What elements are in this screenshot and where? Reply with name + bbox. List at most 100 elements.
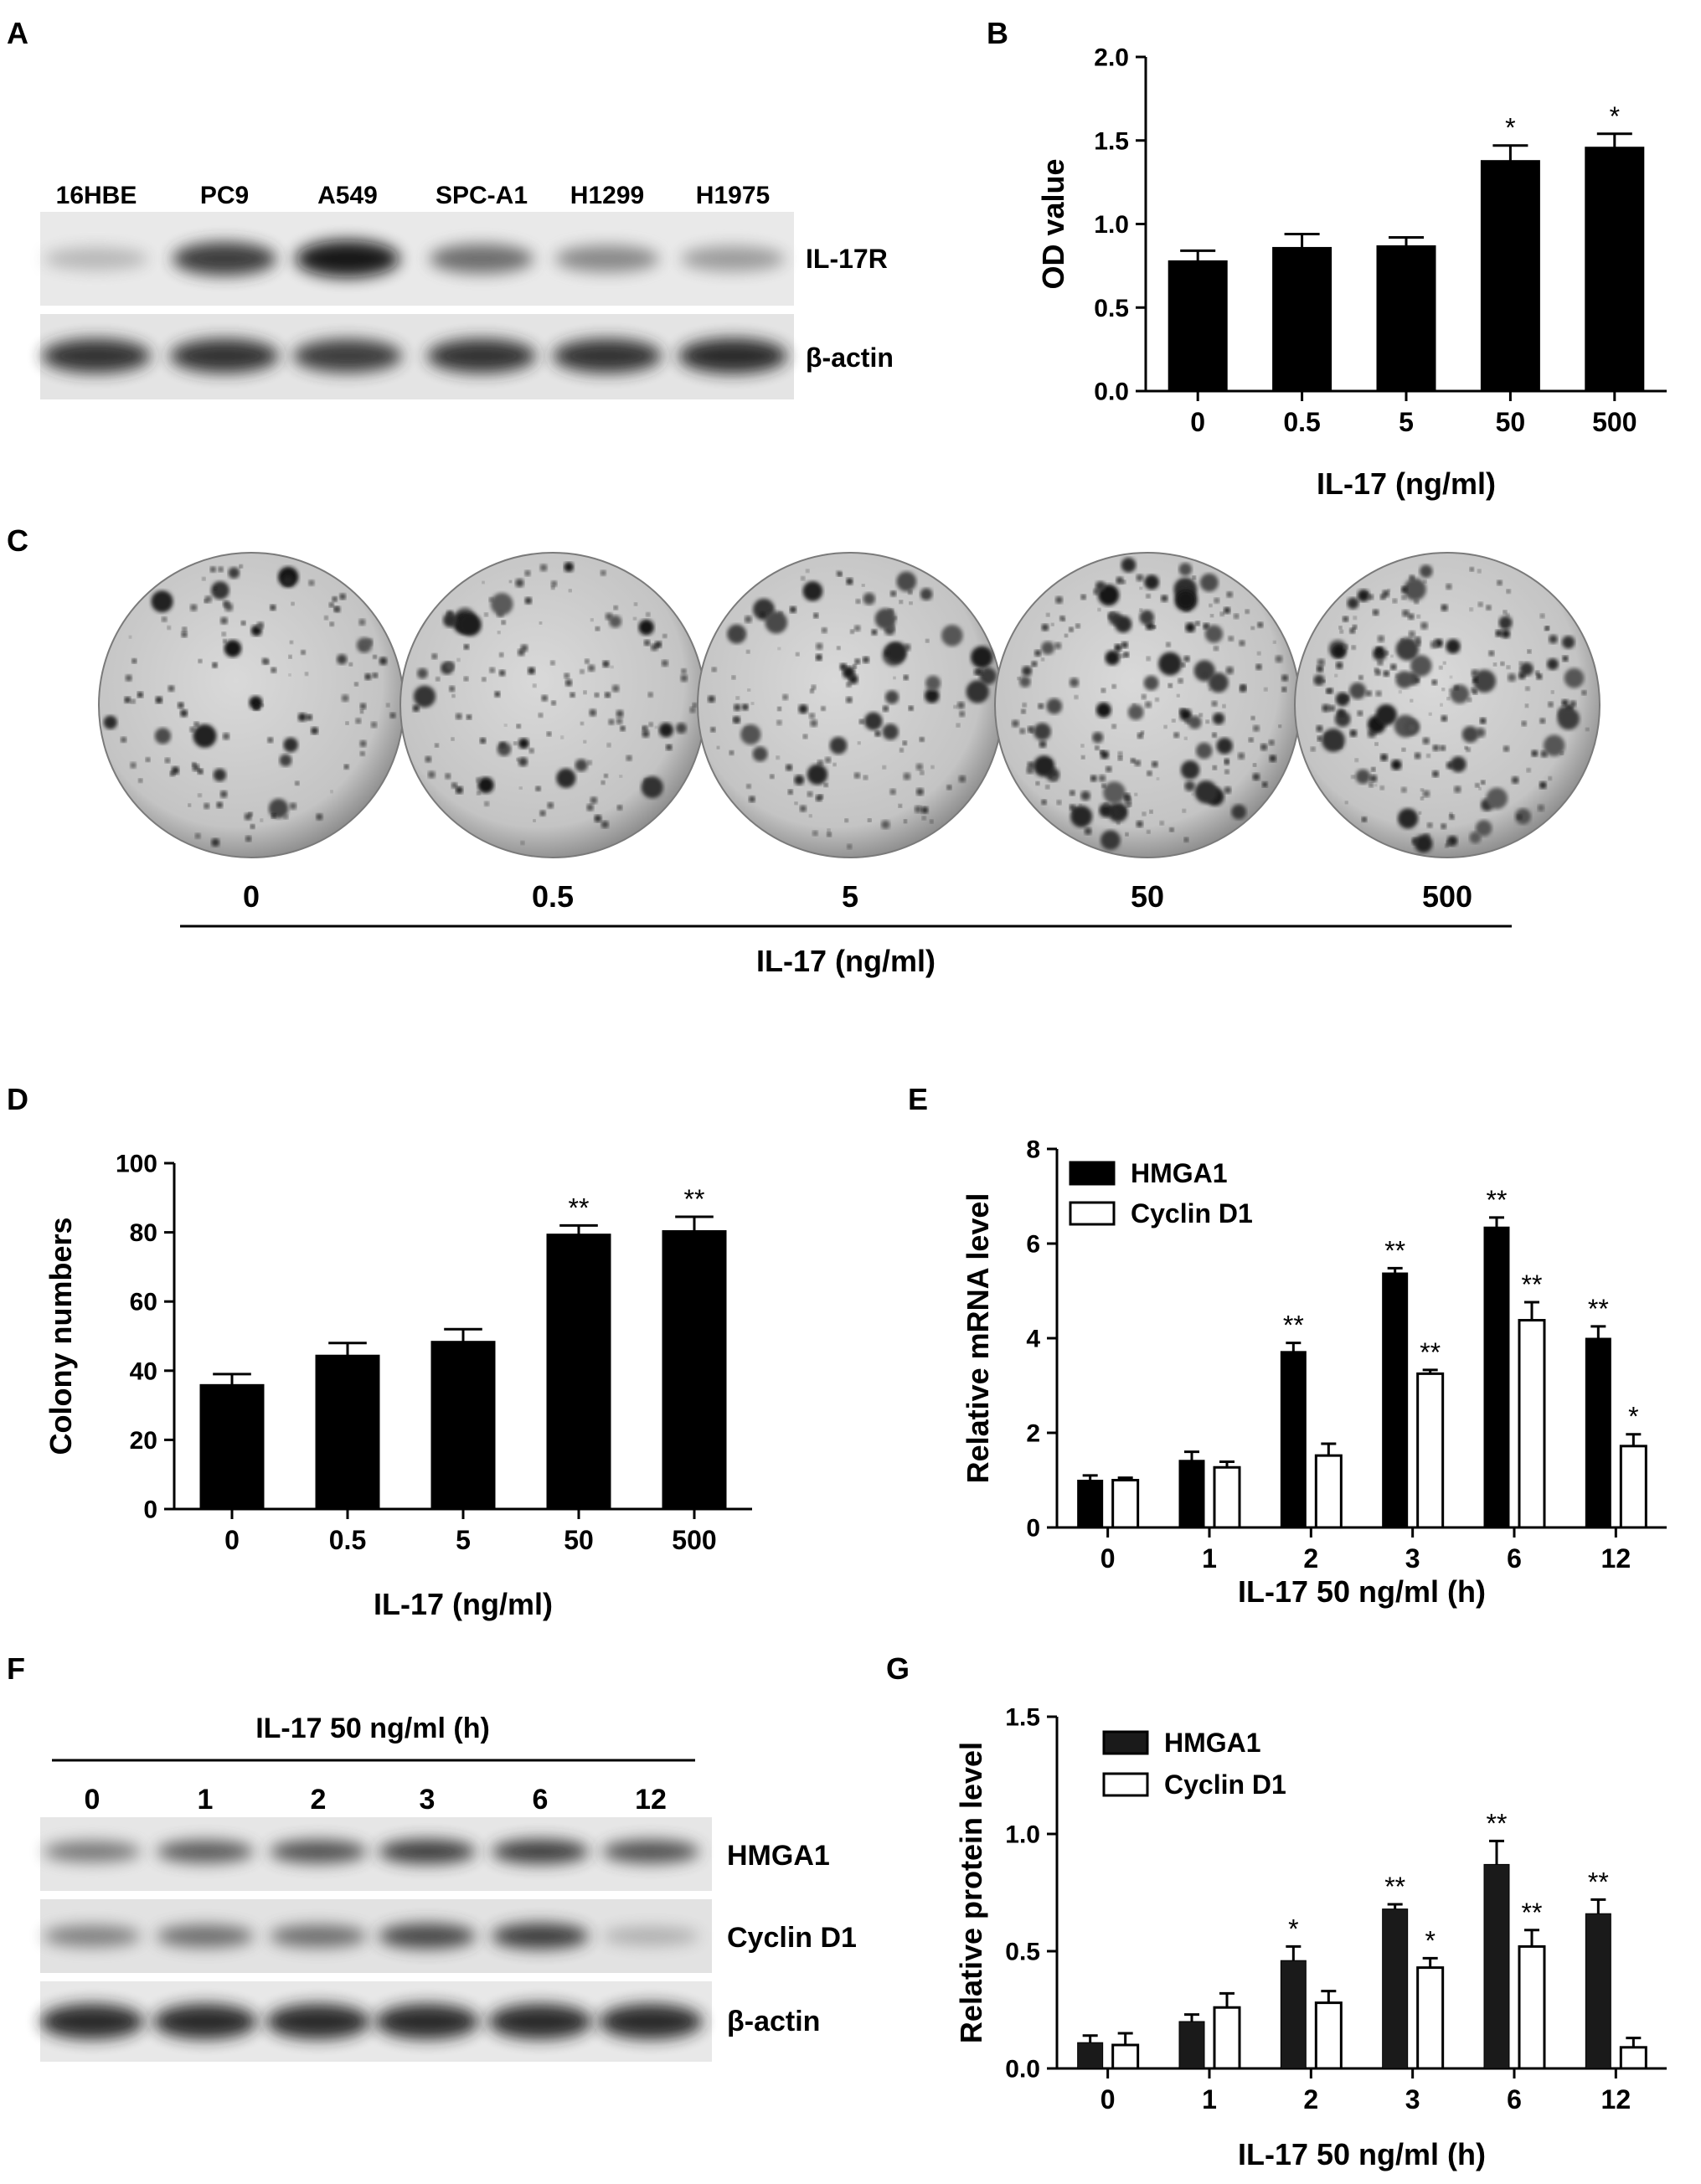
panel-c-colony (1250, 626, 1255, 631)
panel-c-colony (1471, 687, 1477, 693)
panel-c-colony (601, 569, 606, 576)
panel-c-colony (456, 658, 461, 662)
panel-c-colony (137, 692, 143, 698)
panel-c-colony (1031, 661, 1038, 667)
panel-c-colony (855, 599, 861, 604)
panel-d-ytick-label: 40 (130, 1357, 157, 1385)
panel-f-band-0-4 (492, 1839, 589, 1864)
panel-c-colony (1281, 674, 1288, 682)
panel-c-dish-1 (399, 552, 706, 858)
panel-c-colony (445, 773, 451, 780)
panel-c-colony (417, 667, 428, 679)
panel-c-colony (853, 664, 857, 669)
panel-c-colony (283, 737, 298, 753)
panel-c-colony (212, 662, 218, 668)
panel-c-colony (863, 712, 883, 730)
panel-c-colony (916, 788, 924, 796)
panel-c-colony (1017, 677, 1021, 680)
panel-c-colony (178, 702, 184, 708)
panel-c-colony (1506, 665, 1511, 670)
panel-c-colony (128, 636, 132, 639)
panel-f-band-0-5 (602, 1840, 699, 1863)
panel-c-colony (746, 650, 750, 654)
panel-f-bands-hmga1 (44, 1839, 699, 1864)
panel-c-colony (802, 581, 823, 601)
panel-c-colony (1152, 625, 1157, 629)
panel-c-colony (218, 566, 224, 573)
panel-c-colony (796, 652, 800, 657)
panel-c-colony (1134, 760, 1141, 766)
panel-c-colony (1414, 834, 1433, 853)
panel-c-colony (1379, 594, 1386, 600)
panel-c-colony (1493, 662, 1497, 667)
panel-c-colony (871, 629, 878, 636)
panel-f-band-1-2 (270, 1924, 367, 1948)
panel-c-colony (1383, 670, 1389, 677)
panel-c-colony (733, 717, 738, 722)
panel-c-colony (1349, 729, 1358, 737)
panel-c-colony (1338, 626, 1343, 630)
panel-c-colony (1137, 732, 1144, 739)
panel-c-colony (547, 802, 554, 809)
panel-a-membrane-actin (40, 314, 794, 399)
panel-f-band-0-1 (157, 1840, 254, 1863)
panel-c-colony (1446, 639, 1461, 654)
panel-c-colony (1429, 713, 1432, 716)
panel-c-colony (1064, 633, 1068, 637)
panel-c-colony (213, 768, 227, 782)
panel-c-colony (202, 577, 206, 581)
panel-c-colony (602, 660, 610, 667)
panel-c-colony (539, 810, 546, 816)
panel-e-bar-hmga1-3 (1382, 1272, 1409, 1528)
panel-f-header: IL-17 50 ng/ml (h) (255, 1713, 490, 1744)
panel-letter-e: E (908, 1082, 928, 1116)
panel-c-colony (463, 676, 469, 682)
panel-c-colony (372, 672, 379, 678)
panel-c-colony (1316, 725, 1323, 732)
panel-c-colony (476, 777, 482, 783)
panel-f-band-label-actin: β-actin (727, 2006, 820, 2037)
panel-e-bar-cyclin-d1-5 (1619, 1445, 1647, 1529)
panel-c-colony (1158, 652, 1183, 676)
panel-c-colony (1239, 685, 1247, 693)
panel-c-colony (1177, 591, 1194, 609)
panel-c-colony (896, 571, 917, 592)
panel-c-colony (1454, 786, 1461, 793)
panel-e-ytick-label: 4 (1026, 1326, 1040, 1353)
panel-g-bar-hmga1-1 (1178, 2021, 1205, 2069)
panel-c-colony (611, 665, 614, 669)
panel-c-colony (1441, 688, 1446, 691)
panel-letter-f: F (7, 1651, 25, 1686)
panel-c-colony (308, 579, 315, 586)
panel-c-colony (256, 621, 265, 629)
panel-c-colony (898, 804, 903, 808)
panel-a-lane-label-1: PC9 (200, 182, 249, 209)
panel-c-colony (882, 705, 889, 712)
panel-c-colony (1343, 695, 1349, 701)
panel-c-colony (1374, 667, 1379, 672)
panel-c-colony (741, 631, 745, 636)
panel-c-colony (825, 756, 832, 764)
panel-a-band-1-3 (427, 338, 536, 373)
panel-f-band-2-0 (40, 2003, 144, 2040)
panel-c-colony (1019, 728, 1026, 734)
panel-c-colony (1536, 673, 1543, 680)
panel-c-colony (1019, 676, 1031, 688)
panel-c-colony (1041, 641, 1055, 655)
panel-c-colony (1205, 719, 1209, 724)
panel-c-colony (1469, 832, 1482, 844)
panel-e-bar-hmga1-4 (1483, 1226, 1510, 1528)
panel-c-colony (1401, 595, 1407, 600)
panel-a-band-0-5 (681, 245, 785, 272)
panel-c-colony (1080, 594, 1086, 600)
panel-b-ytick-label: 0.0 (1094, 379, 1129, 406)
panel-c-colony (1400, 586, 1408, 593)
panel-c-colony (1352, 625, 1358, 630)
panel-f-lane-label-0: 0 (85, 1784, 101, 1816)
panel-f-band-0-2 (270, 1840, 367, 1863)
panel-c-colony (354, 682, 358, 687)
panel-a-band-1-4 (553, 338, 662, 373)
panel-c-colony (194, 832, 201, 839)
panel-c-colony (1349, 627, 1356, 634)
panel-c-colony (324, 616, 328, 621)
